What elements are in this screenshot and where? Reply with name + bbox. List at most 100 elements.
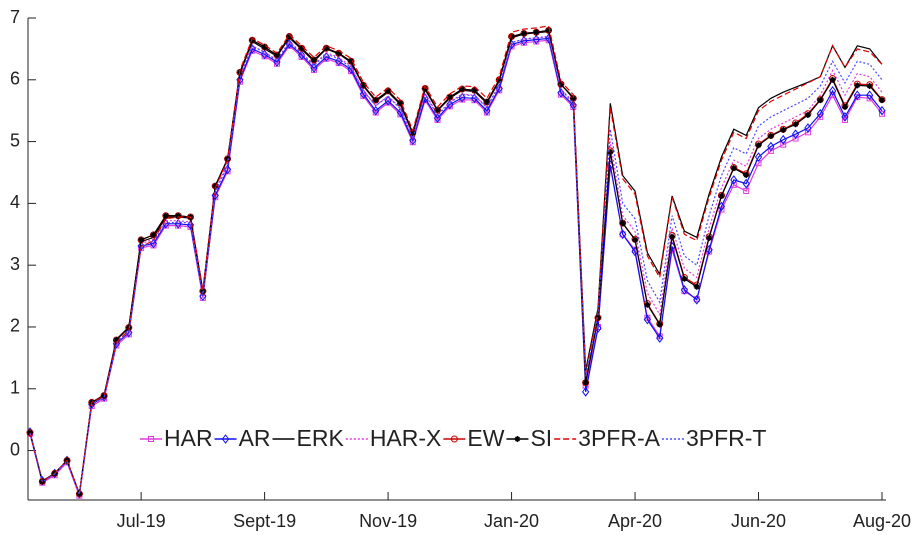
series-line: [29, 37, 883, 495]
point: [767, 147, 774, 154]
legend-label: HAR-X: [370, 425, 442, 451]
point: [669, 233, 676, 240]
point: [643, 314, 652, 325]
point: [433, 113, 442, 123]
point: [717, 201, 726, 212]
point: [397, 100, 404, 107]
point: [162, 212, 169, 219]
point: [693, 294, 701, 305]
point: [471, 87, 478, 94]
point: [730, 165, 737, 172]
point: [347, 64, 355, 75]
point: [767, 133, 774, 140]
point: [656, 333, 664, 343]
y-tick-label: 7: [10, 7, 20, 27]
point: [582, 379, 589, 386]
x-tick-label: Jan-20: [484, 511, 539, 531]
point: [792, 121, 799, 128]
point: [828, 86, 837, 96]
point: [186, 220, 195, 230]
point: [780, 141, 787, 148]
point: [693, 283, 700, 290]
point: [236, 74, 244, 85]
point: [434, 107, 441, 114]
legend-label: EW: [467, 425, 504, 451]
point: [335, 56, 343, 67]
legend-marker: [148, 436, 154, 442]
point: [570, 95, 577, 102]
point: [211, 190, 219, 201]
point: [743, 188, 750, 195]
point: [311, 57, 317, 64]
point: [348, 58, 355, 65]
series-line: [29, 25, 883, 495]
x-tick-label: Sept-19: [233, 511, 296, 531]
point: [619, 220, 626, 227]
point: [385, 87, 392, 94]
point: [150, 231, 157, 238]
legend-marker: [221, 434, 230, 444]
series-line: [29, 39, 883, 496]
point: [866, 90, 874, 101]
point: [730, 175, 738, 185]
point: [273, 57, 281, 67]
series-line: [29, 35, 883, 495]
point: [323, 45, 330, 52]
point: [879, 97, 885, 104]
legend: HAR AR ERK HAR-X EW SI 3PFR-A 3PFR-T: [136, 425, 771, 453]
series-line: [29, 35, 883, 496]
point: [372, 97, 379, 104]
point: [459, 86, 466, 93]
point: [520, 30, 527, 37]
point: [706, 234, 713, 241]
point: [792, 135, 799, 142]
legend-label: SI: [530, 425, 552, 451]
point: [212, 183, 219, 190]
point: [718, 192, 725, 199]
x-tick-label: Apr-20: [608, 511, 662, 531]
point: [372, 105, 380, 116]
point: [260, 49, 269, 60]
point: [360, 82, 367, 89]
legend-marker: [450, 435, 458, 443]
point: [879, 110, 885, 117]
point: [742, 178, 750, 189]
point: [458, 92, 466, 103]
point: [780, 126, 787, 133]
point: [681, 275, 688, 282]
point: [409, 135, 417, 146]
point: [557, 81, 564, 88]
point: [138, 236, 145, 243]
point: [286, 33, 293, 40]
point: [804, 112, 811, 119]
y-tick-label: 3: [10, 254, 20, 274]
point: [396, 107, 405, 118]
point: [422, 85, 429, 92]
point: [496, 76, 503, 83]
point: [595, 314, 601, 321]
point: [285, 39, 293, 49]
x-tick-label: Nov-19: [359, 511, 417, 531]
point: [261, 44, 268, 51]
point: [841, 112, 849, 122]
point: [508, 33, 515, 40]
legend-label: AR: [239, 425, 271, 451]
point: [384, 95, 392, 106]
point: [705, 244, 713, 255]
point: [854, 82, 861, 89]
point: [199, 291, 207, 301]
point: [495, 83, 503, 94]
legend-label: ERK: [297, 425, 345, 451]
point: [310, 63, 318, 73]
point: [755, 142, 762, 149]
point: [113, 336, 120, 343]
point: [841, 103, 848, 110]
point: [446, 99, 454, 110]
legend-label: 3PFR-T: [686, 425, 767, 451]
point: [754, 152, 763, 162]
series-line: [29, 29, 883, 495]
point: [533, 29, 540, 36]
point: [804, 123, 812, 133]
point: [582, 387, 590, 397]
